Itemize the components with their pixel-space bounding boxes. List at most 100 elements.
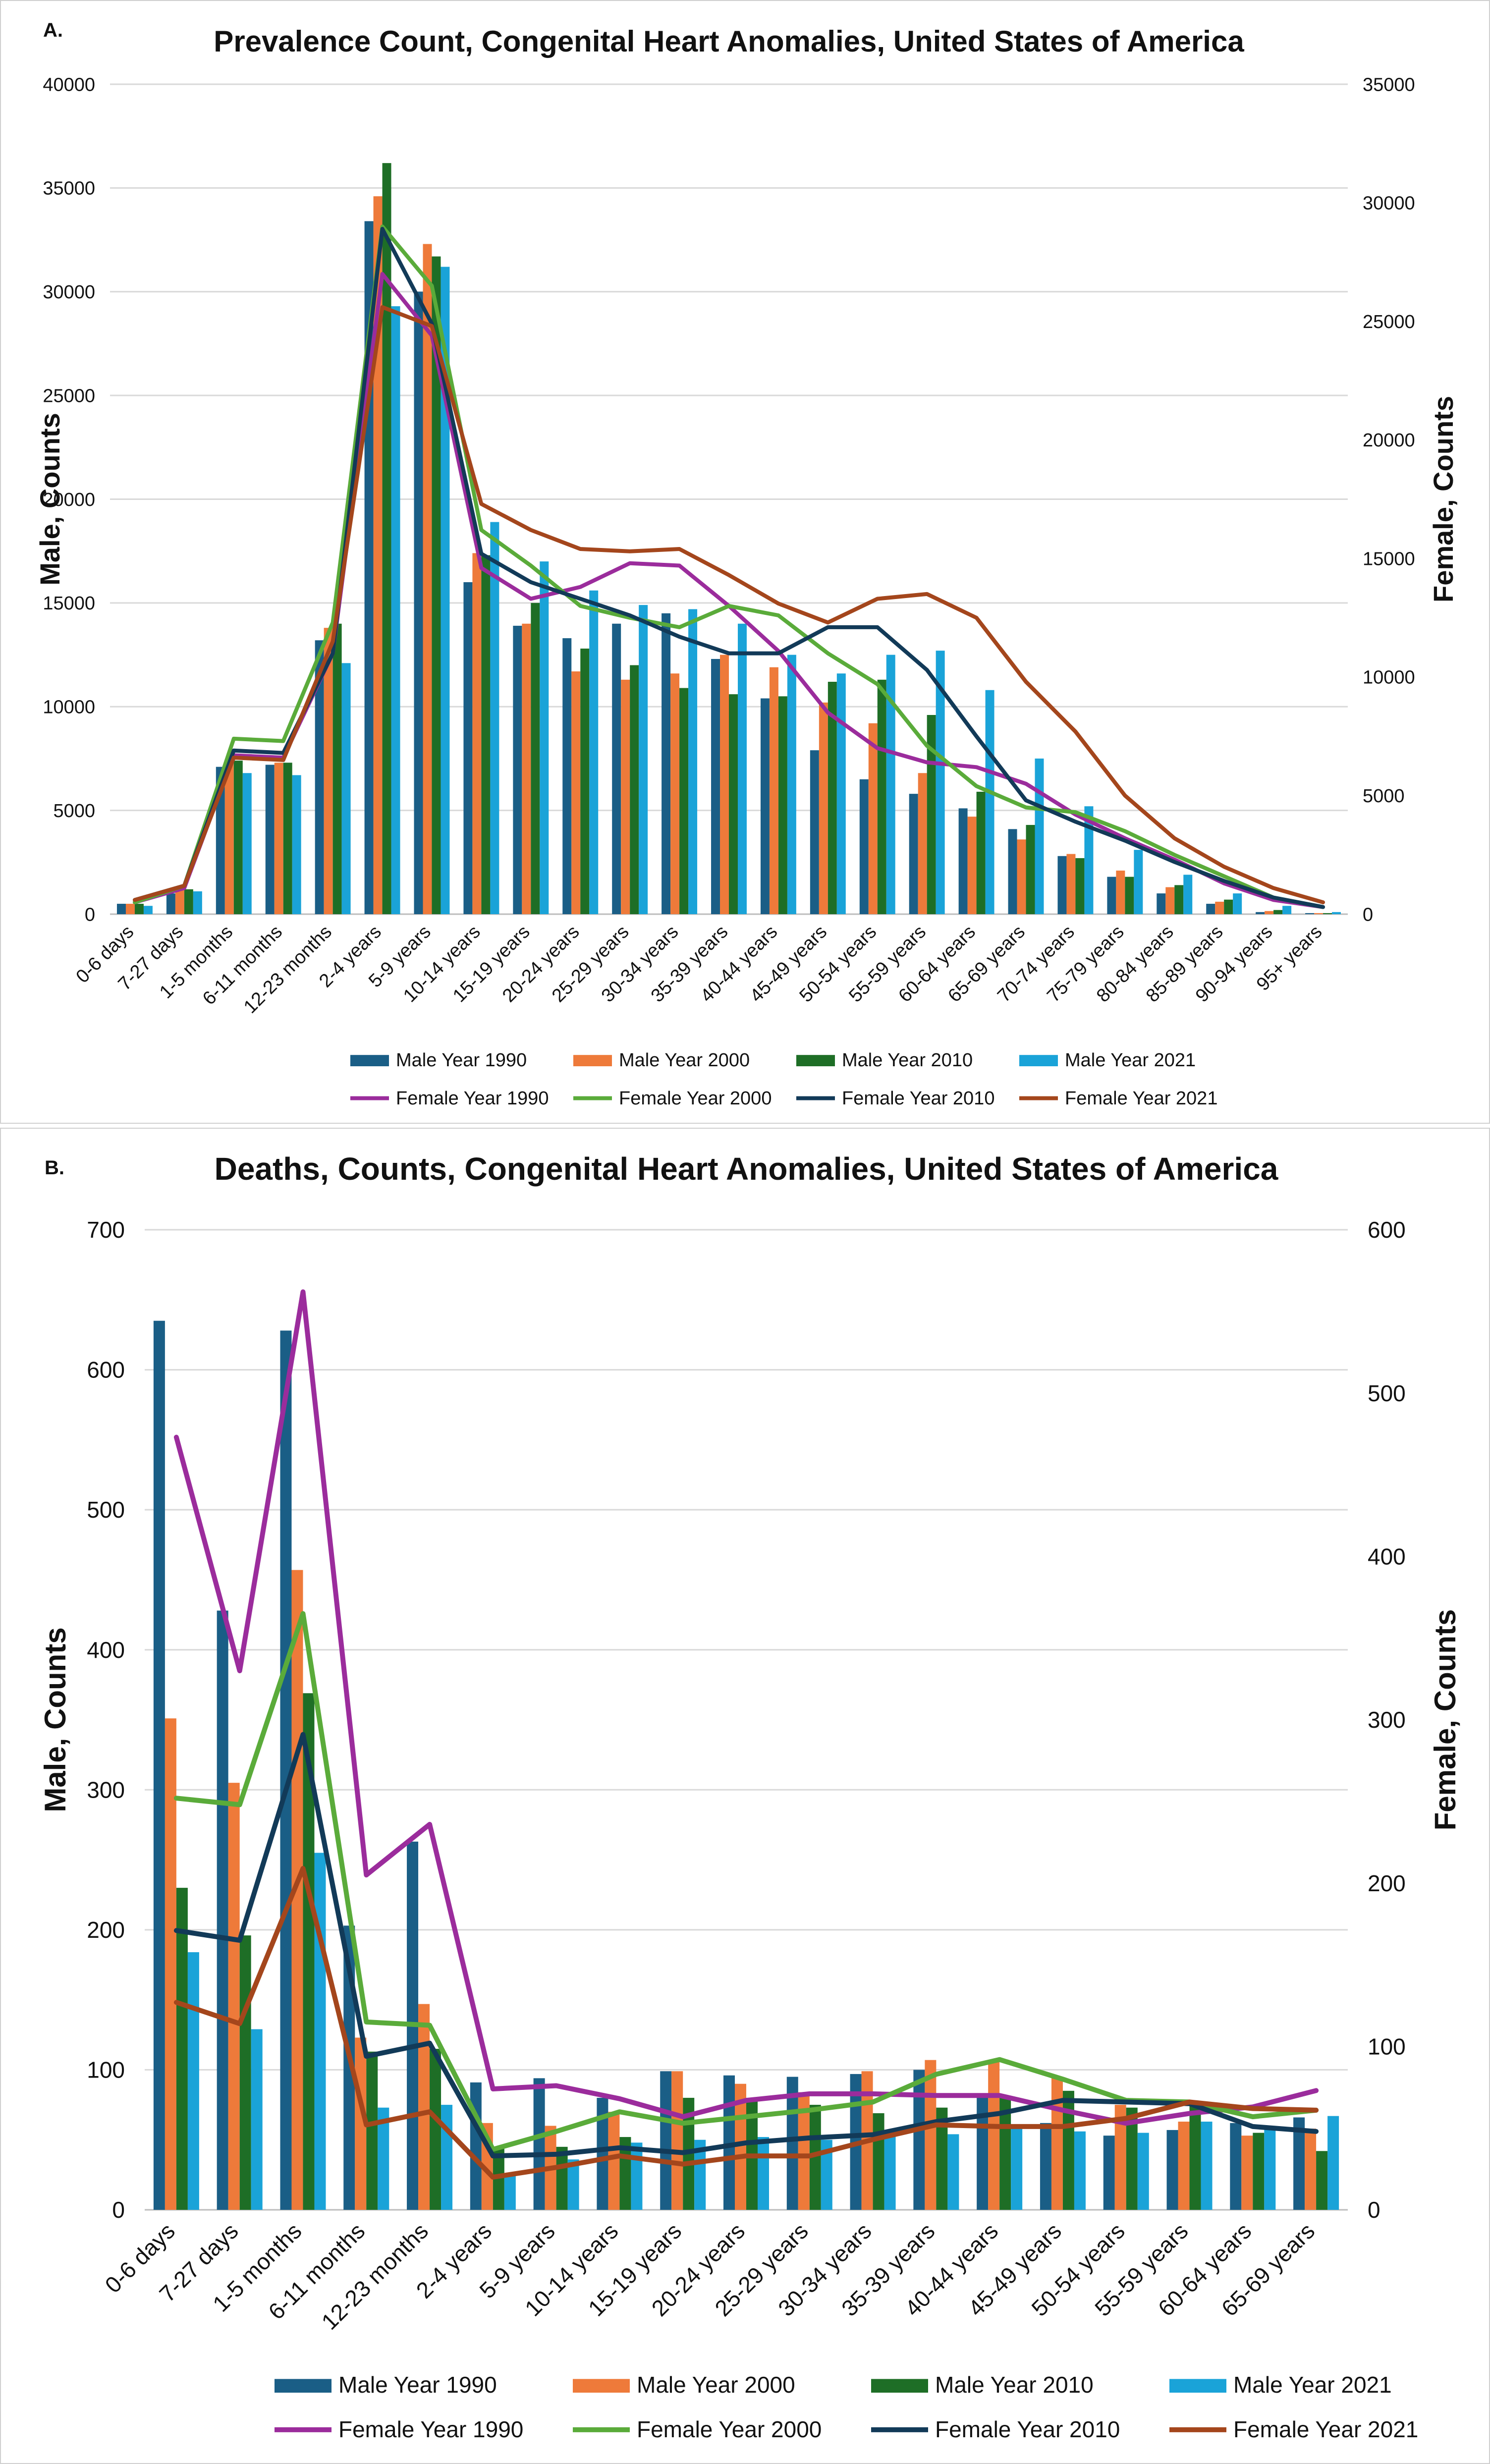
y-tick-left: 0 — [85, 904, 95, 925]
y-tick-left: 200 — [87, 1917, 125, 1943]
y-tick-right: 30000 — [1363, 193, 1415, 214]
bar-male-year-2000-85-89-years — [1215, 901, 1224, 914]
bar-male-year-2021-7-27-days — [193, 891, 202, 914]
bar-male-year-1990-35-39-years — [913, 2070, 925, 2210]
legend-label-male-year-2000: Male Year 2000 — [619, 1050, 750, 1071]
bar-male-year-2000-35-39-years — [925, 2060, 937, 2210]
bar-male-year-2021-90-94-years — [1282, 906, 1292, 914]
bar-male-year-2010-30-34-years — [873, 2113, 884, 2210]
y-tick-right: 5000 — [1363, 786, 1405, 807]
bar-male-year-2021-12-23-months — [441, 2105, 453, 2210]
bar-male-year-1990-6-11-months — [343, 1925, 355, 2210]
bar-male-year-2000-12-23-months — [418, 2004, 430, 2210]
bar-male-year-2000-40-44-years — [988, 2061, 1000, 2210]
bar-male-year-2000-1-5-months — [291, 1570, 303, 2210]
line-female-year-2010 — [133, 226, 1325, 909]
y-tick-right: 300 — [1368, 1707, 1406, 1733]
bar-male-year-2010-1-5-months — [233, 761, 243, 914]
bar-male-year-2021-65-69-years — [1035, 758, 1044, 914]
bar-male-year-2021-75-79-years — [1134, 850, 1143, 914]
bar-male-year-2021-10-14-years — [631, 2142, 643, 2210]
bar-male-year-2021-55-59-years — [936, 651, 945, 914]
bar-male-year-2021-35-39-years — [737, 623, 747, 914]
y-tick-right: 10000 — [1363, 667, 1415, 688]
legend-swatch-male-year-1990 — [275, 2379, 331, 2393]
bar-male-year-2021-25-29-years — [639, 605, 648, 914]
bar-male-year-2021-7-27-days — [251, 2029, 263, 2210]
y-tick-left: 35000 — [43, 178, 95, 199]
bar-male-year-2021-0-6-days — [143, 906, 153, 914]
bar-male-year-1990-7-27-days — [217, 1610, 228, 2210]
legend-label-male-year-1990: Male Year 1990 — [396, 1050, 527, 1071]
bar-male-year-2021-25-29-years — [821, 2139, 832, 2210]
bar-male-year-2021-2-4-years — [391, 306, 400, 914]
bar-male-year-2000-70-74-years — [1066, 854, 1076, 914]
bar-male-year-1990-75-79-years — [1107, 876, 1116, 914]
bar-male-year-2021-20-24-years — [758, 2137, 770, 2210]
bar-male-year-1990-10-14-years — [463, 582, 473, 914]
bar-male-year-1990-95-years — [1305, 913, 1315, 914]
legend-label-female-year-1990: Female Year 1990 — [338, 2416, 523, 2442]
y-tick-right: 100 — [1368, 2033, 1406, 2059]
bar-male-year-1990-70-74-years — [1057, 856, 1067, 914]
bar-male-year-2021-80-84-years — [1183, 875, 1193, 914]
bar-male-year-2000-25-29-years — [621, 679, 630, 914]
y-axis-title-right: Female, Counts — [1429, 1609, 1462, 1831]
bar-male-year-2021-60-64-years — [1264, 2126, 1276, 2210]
bar-male-year-1990-5-9-years — [533, 2078, 545, 2210]
bar-male-year-2000-25-29-years — [798, 2092, 810, 2210]
bar-male-year-1990-65-69-years — [1008, 829, 1017, 914]
bar-male-year-2021-55-59-years — [1201, 2121, 1213, 2210]
bar-male-year-2010-20-24-years — [580, 649, 590, 914]
y-tick-left: 0 — [112, 2197, 125, 2223]
legend-swatch-male-year-2000 — [573, 2379, 630, 2393]
bar-male-year-2010-30-34-years — [679, 688, 689, 914]
y-tick-right: 500 — [1368, 1380, 1406, 1406]
bar-male-year-2000-45-49-years — [1051, 2077, 1063, 2210]
bar-male-year-2010-15-19-years — [531, 602, 540, 914]
legend-label-male-year-2021: Male Year 2021 — [1065, 1050, 1196, 1071]
y-tick-left: 10000 — [43, 697, 95, 718]
bar-male-year-1990-0-6-days — [116, 904, 126, 914]
bar-male-year-1990-12-23-months — [315, 640, 324, 914]
bar-male-year-2010-75-79-years — [1125, 876, 1134, 914]
bar-male-year-2000-55-59-years — [1178, 2121, 1190, 2210]
legend-swatch-male-year-2000 — [573, 1055, 612, 1066]
bar-male-year-1990-40-44-years — [977, 2095, 989, 2210]
legend-label-female-year-1990: Female Year 1990 — [396, 1088, 549, 1109]
bar-male-year-1990-80-84-years — [1157, 893, 1166, 914]
bar-male-year-2000-45-49-years — [819, 702, 828, 914]
bar-male-year-2021-45-49-years — [836, 673, 846, 914]
legend-label-male-year-2000: Male Year 2000 — [637, 2372, 795, 2398]
legend-label-male-year-2010: Male Year 2010 — [842, 1050, 973, 1071]
bar-male-year-1990-1-5-months — [280, 1330, 292, 2210]
bar-male-year-2010-6-11-months — [283, 763, 292, 914]
bar-male-year-2000-0-6-days — [165, 1718, 176, 2210]
bar-male-year-2010-25-29-years — [630, 665, 639, 914]
bar-male-year-2000-10-14-years — [608, 2112, 620, 2210]
bar-male-year-2021-2-4-years — [504, 2175, 516, 2210]
bar-male-year-2021-1-5-months — [314, 1853, 326, 2210]
bar-male-year-2021-6-11-months — [292, 775, 301, 914]
bar-male-year-2021-40-44-years — [1011, 2126, 1023, 2210]
bar-male-year-2021-35-39-years — [947, 2134, 959, 2210]
bar-male-year-2021-50-54-years — [1137, 2133, 1149, 2210]
y-tick-left: 5000 — [53, 801, 95, 821]
line-female-year-2021 — [173, 1866, 1319, 2180]
bar-male-year-2000-12-23-months — [324, 628, 333, 914]
bar-male-year-2010-35-39-years — [936, 2107, 948, 2210]
bar-male-year-1990-0-6-days — [153, 1320, 165, 2210]
bar-male-year-2000-40-44-years — [769, 667, 778, 914]
bar-male-year-2021-10-14-years — [490, 522, 499, 914]
bar-male-year-2021-6-11-months — [378, 2107, 389, 2210]
bar-male-year-1990-1-5-months — [216, 767, 225, 914]
bar-male-year-2000-60-64-years — [967, 817, 977, 914]
panel-a-prevalence: A. Prevalence Count, Congenital Heart Ano… — [0, 0, 1490, 1124]
legend-label-female-year-2010: Female Year 2010 — [935, 2416, 1120, 2442]
bar-male-year-2000-20-24-years — [571, 671, 581, 914]
bar-male-year-1990-65-69-years — [1293, 2117, 1305, 2210]
bar-male-year-1990-20-24-years — [562, 638, 572, 914]
y-tick-left: 600 — [87, 1357, 125, 1383]
line-female-year-2021 — [133, 305, 1325, 905]
bar-male-year-1990-50-54-years — [859, 779, 869, 914]
